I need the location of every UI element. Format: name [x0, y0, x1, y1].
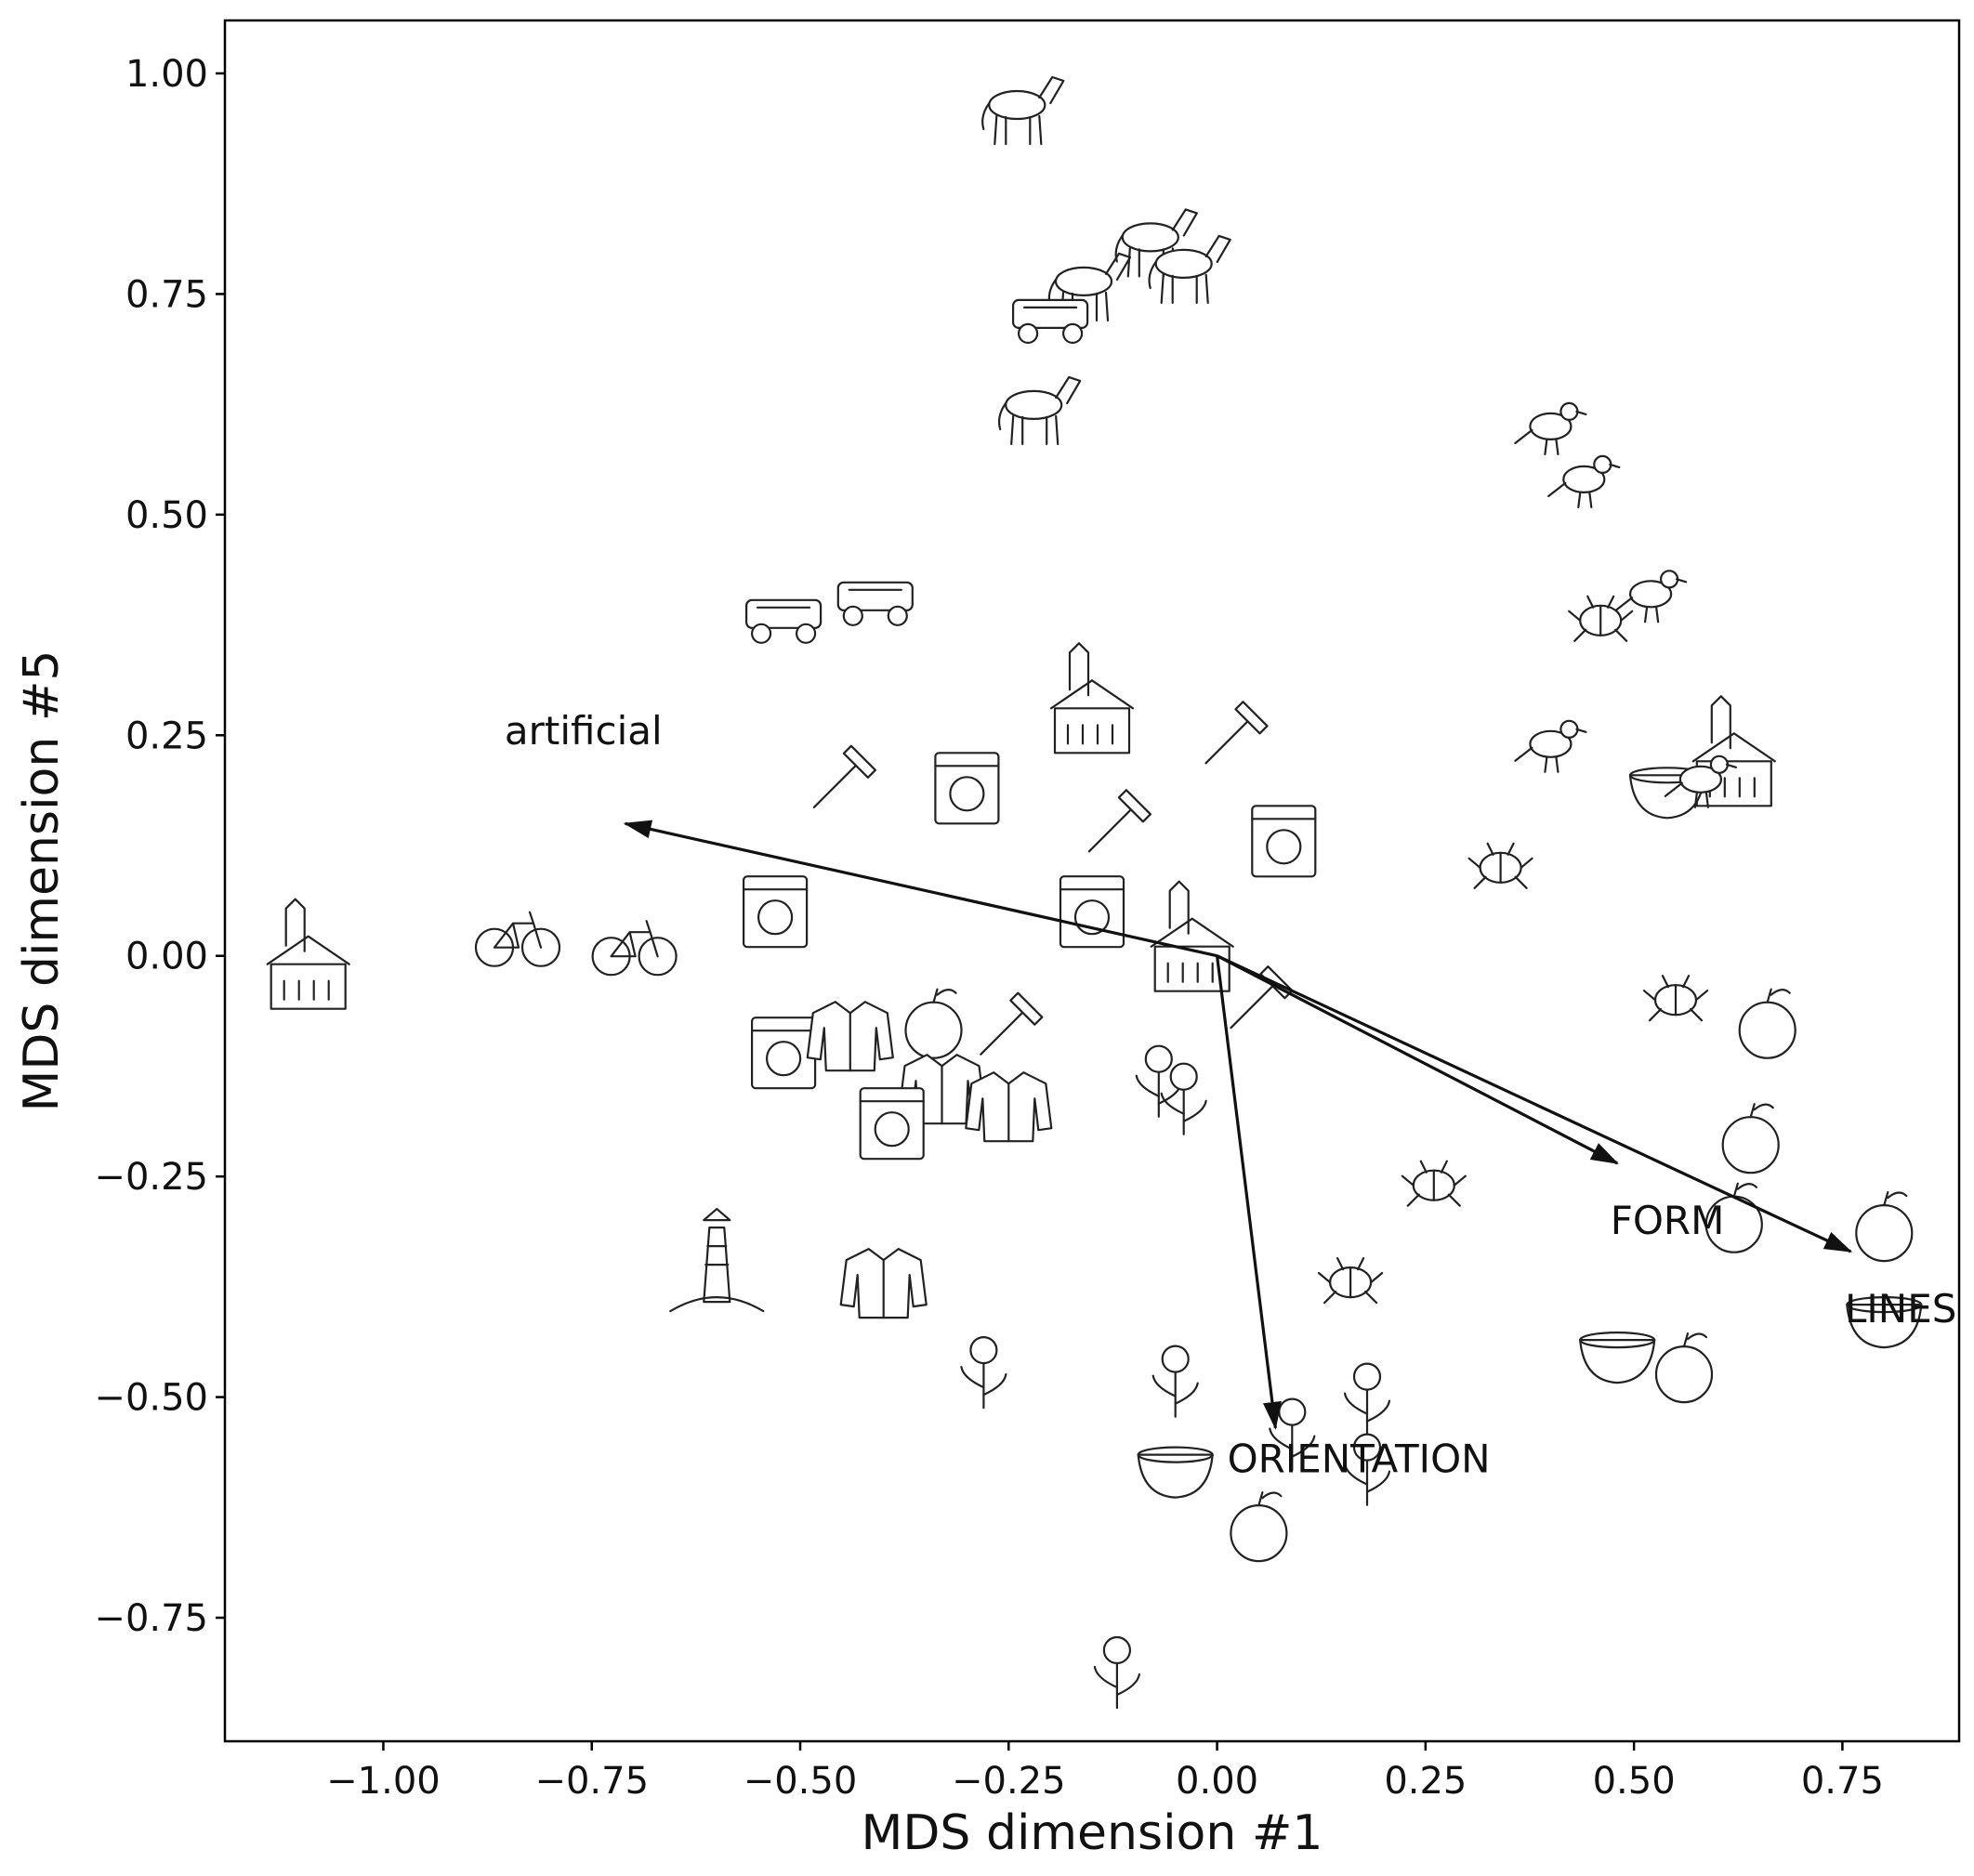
cherries-icon — [1230, 1490, 1288, 1563]
sunflower-icon — [1343, 1433, 1391, 1506]
vector-label: FORM — [1611, 1198, 1725, 1243]
deer-icon — [997, 375, 1082, 445]
tractor-icon — [744, 598, 822, 644]
washing-machine-icon — [742, 875, 809, 949]
x-tick-label: 0.25 — [1384, 1760, 1467, 1803]
glass-icon — [1137, 1446, 1214, 1499]
scooter-icon — [474, 911, 561, 967]
asparagus-icon — [1160, 1062, 1207, 1135]
vector-arrow — [1215, 955, 1282, 1430]
dragonfly-icon — [1317, 1256, 1384, 1305]
banana-icon — [904, 988, 963, 1059]
y-tick-label: 0.75 — [125, 273, 208, 316]
shirt-icon — [965, 1071, 1053, 1143]
x-axis-title: MDS dimension #1 — [862, 1805, 1323, 1861]
vector-label: artificial — [505, 708, 663, 754]
church-icon — [266, 898, 350, 1010]
shovel-icon — [980, 991, 1044, 1056]
y-tick-label: 1.00 — [125, 53, 208, 96]
vector-arrow — [1216, 954, 1619, 1165]
y-tick-label: −0.50 — [94, 1377, 208, 1420]
item-icons — [266, 75, 1923, 1710]
horse-icon — [981, 75, 1065, 146]
toaster-icon — [934, 752, 1000, 825]
x-tick-label: −0.50 — [744, 1760, 858, 1803]
car-icon — [1011, 298, 1089, 344]
x-tick-label: 0.50 — [1593, 1760, 1676, 1803]
pigeon-icon — [1547, 454, 1621, 509]
pepper-icon — [1721, 1103, 1780, 1174]
y-tick-label: 0.50 — [125, 494, 208, 537]
x-tick-label: −0.75 — [534, 1760, 649, 1803]
bird-icon — [1664, 754, 1738, 808]
windmill-icon — [1150, 880, 1234, 992]
x-tick-label: −0.25 — [952, 1760, 1066, 1803]
owl-icon — [1613, 570, 1688, 623]
ant-icon — [1568, 595, 1634, 642]
rose-icon — [1343, 1362, 1391, 1436]
pliers-icon — [1087, 789, 1152, 853]
microwave-icon — [859, 1087, 925, 1161]
carrot-icon — [1135, 1044, 1182, 1118]
plot-frame — [223, 19, 1961, 1743]
feature-vectors: artificial FORM LINES ORIENTATION — [505, 708, 1957, 1482]
y-axis-title: MDS dimension #5 — [14, 650, 70, 1112]
television-icon — [1059, 875, 1125, 949]
vector-label: ORIENTATION — [1228, 1436, 1491, 1481]
y-tick-label: −0.25 — [94, 1156, 208, 1199]
stork-icon — [1514, 401, 1587, 455]
pyramid-icon — [1049, 642, 1135, 754]
uniform-icon — [839, 1247, 928, 1319]
y-axis-ticks: −0.75 −0.50 −0.25 0.00 0.25 0.50 0.75 1.00 — [94, 53, 225, 1640]
y-tick-label: 0.00 — [125, 936, 208, 978]
apple-icon — [1654, 1332, 1714, 1404]
y-tick-label: 0.25 — [125, 715, 208, 757]
ladybug-icon — [1642, 975, 1709, 1022]
vector-arrow — [623, 820, 1217, 958]
x-tick-label: 0.00 — [1176, 1760, 1258, 1803]
x-tick-label: −1.00 — [326, 1760, 441, 1803]
bicycle-icon — [591, 920, 678, 977]
y-tick-label: −0.75 — [94, 1597, 208, 1640]
raspberry-icon — [1855, 1190, 1914, 1263]
bowl-icon — [1579, 1331, 1656, 1384]
broccoli-icon — [1269, 1397, 1316, 1471]
butterfly-icon — [1401, 1160, 1467, 1207]
dishwasher-icon — [750, 1017, 817, 1090]
bus-icon — [836, 581, 914, 626]
x-axis-ticks: −1.00 −0.75 −0.50 −0.25 0.00 0.25 0.50 0.75 — [326, 1741, 1884, 1803]
goat-icon — [1148, 234, 1231, 304]
fly-icon — [1467, 842, 1533, 889]
x-tick-label: 0.75 — [1801, 1760, 1884, 1803]
salt-shaker-icon — [1251, 805, 1317, 878]
lighthouse-icon — [669, 1207, 765, 1313]
coat-icon — [806, 1001, 894, 1072]
vector-arrow — [1216, 954, 1853, 1253]
dandelion-icon — [1093, 1635, 1141, 1710]
hammer-icon — [812, 744, 877, 808]
saw-icon — [1204, 701, 1269, 765]
lens-icon — [1846, 1295, 1923, 1349]
palm-tree-icon — [1152, 1345, 1199, 1418]
donkey-icon — [1114, 208, 1198, 278]
vector-label: LINES — [1845, 1286, 1956, 1332]
lemon-icon — [1738, 988, 1796, 1059]
parrot-icon — [1514, 719, 1587, 773]
tulip-icon — [960, 1335, 1007, 1410]
